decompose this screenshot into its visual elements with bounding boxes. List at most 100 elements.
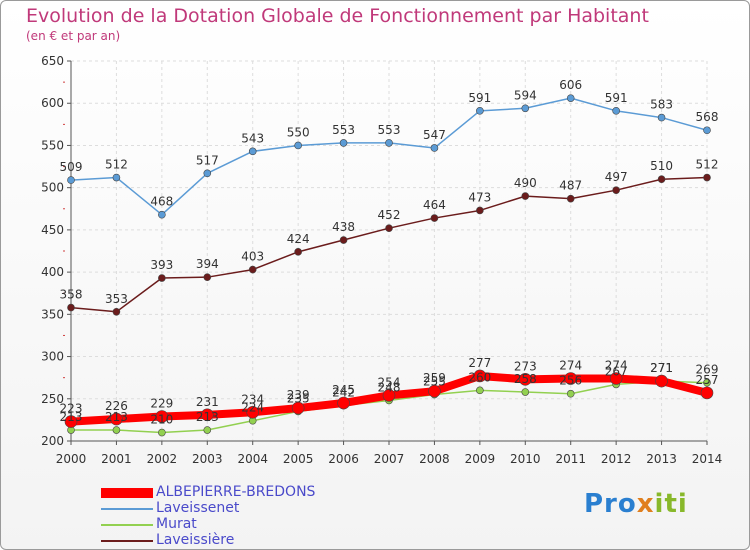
logo-part-3: iti <box>654 489 688 519</box>
data-label: 487 <box>559 179 582 193</box>
y-tick-label: 300 <box>41 350 64 364</box>
data-point <box>612 107 620 115</box>
data-point <box>703 173 711 182</box>
legend-label: Laveissière <box>156 532 235 548</box>
legend-swatch <box>101 488 153 498</box>
data-point <box>339 236 348 244</box>
data-point <box>655 374 668 388</box>
data-label: 224 <box>241 401 264 415</box>
data-label: 213 <box>60 410 83 424</box>
data-label: 259 <box>423 371 446 385</box>
data-label: 226 <box>105 399 128 413</box>
data-label: 235 <box>287 391 310 405</box>
data-point <box>203 169 212 178</box>
data-point <box>246 405 260 419</box>
data-point <box>248 147 257 156</box>
data-point <box>518 373 532 386</box>
data-label: 543 <box>241 131 264 145</box>
y-tick-label: 350 <box>41 307 64 321</box>
logo-part-2: x <box>636 489 655 519</box>
data-label: 358 <box>60 288 83 302</box>
proxiti-logo: Proxiti <box>584 489 688 519</box>
y-tick-label: 550 <box>41 138 64 152</box>
data-point <box>385 139 393 147</box>
data-point <box>428 384 441 398</box>
data-label: 223 <box>60 402 83 416</box>
data-label: 393 <box>150 258 173 272</box>
data-point <box>200 408 214 422</box>
data-point <box>158 274 166 282</box>
data-label: 452 <box>378 208 401 222</box>
x-tick-label: 2011 <box>555 452 586 466</box>
data-label: 248 <box>378 380 401 394</box>
chart-title: Evolution de la Dotation Globale de Fonc… <box>26 5 649 27</box>
data-point <box>112 426 121 434</box>
y-tick-label: 400 <box>41 265 64 279</box>
data-point <box>110 412 123 426</box>
data-label: 213 <box>196 410 219 424</box>
data-label: 257 <box>696 373 719 387</box>
data-label: 258 <box>514 372 537 386</box>
data-point <box>67 176 75 184</box>
data-point <box>294 141 302 150</box>
data-point <box>566 94 575 102</box>
data-label: 517 <box>196 153 219 167</box>
x-tick-label: 2009 <box>465 452 496 466</box>
data-point <box>112 173 121 182</box>
data-label: 550 <box>287 125 310 139</box>
data-point <box>609 372 623 385</box>
data-label: 269 <box>696 363 719 377</box>
data-label: 277 <box>468 356 491 370</box>
data-point <box>112 307 121 316</box>
data-point <box>382 389 396 402</box>
data-point <box>521 104 530 113</box>
data-label: 274 <box>559 359 582 373</box>
data-label: 490 <box>514 176 537 190</box>
data-label: 245 <box>332 383 355 397</box>
data-label: 464 <box>423 198 446 212</box>
data-point <box>67 303 75 312</box>
data-label: 239 <box>287 388 310 402</box>
data-label: 267 <box>605 364 628 378</box>
x-tick-label: 2005 <box>283 452 314 466</box>
data-point <box>473 369 487 383</box>
legend-swatch <box>101 540 153 542</box>
x-tick-label: 2002 <box>147 452 178 466</box>
data-label: 512 <box>696 158 719 172</box>
legend-label: Murat <box>156 516 197 532</box>
data-point <box>337 396 350 410</box>
data-label: 274 <box>605 359 628 373</box>
x-tick-label: 2007 <box>374 452 405 466</box>
data-point <box>521 388 530 396</box>
x-tick-label: 2003 <box>192 452 223 466</box>
data-label: 591 <box>605 91 628 105</box>
data-label: 568 <box>696 110 719 124</box>
data-point <box>430 144 439 152</box>
legend-swatch <box>101 508 153 510</box>
data-point <box>612 186 620 194</box>
data-point <box>566 389 575 398</box>
x-tick-label: 2010 <box>510 452 541 466</box>
x-tick-label: 2001 <box>101 452 132 466</box>
data-label: 394 <box>196 257 219 271</box>
y-tick-label: 600 <box>41 96 64 110</box>
data-point <box>564 372 578 385</box>
x-tick-label: 2008 <box>419 452 450 466</box>
data-point <box>294 248 302 256</box>
data-label: 271 <box>650 361 673 375</box>
data-label: 353 <box>105 292 128 306</box>
data-point <box>430 214 439 222</box>
data-label: 403 <box>241 250 264 264</box>
data-label: 424 <box>287 232 310 246</box>
x-tick-label: 2000 <box>56 452 87 466</box>
data-point <box>385 224 393 232</box>
data-label: 606 <box>559 78 582 92</box>
data-label: 256 <box>559 374 582 388</box>
data-label: 473 <box>468 190 491 204</box>
y-tick-label: 450 <box>41 223 64 237</box>
data-point <box>657 113 666 122</box>
data-label: 510 <box>650 159 673 173</box>
data-label: 591 <box>468 91 491 105</box>
